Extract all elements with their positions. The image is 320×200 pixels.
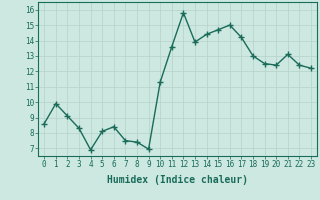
X-axis label: Humidex (Indice chaleur): Humidex (Indice chaleur) — [107, 175, 248, 185]
